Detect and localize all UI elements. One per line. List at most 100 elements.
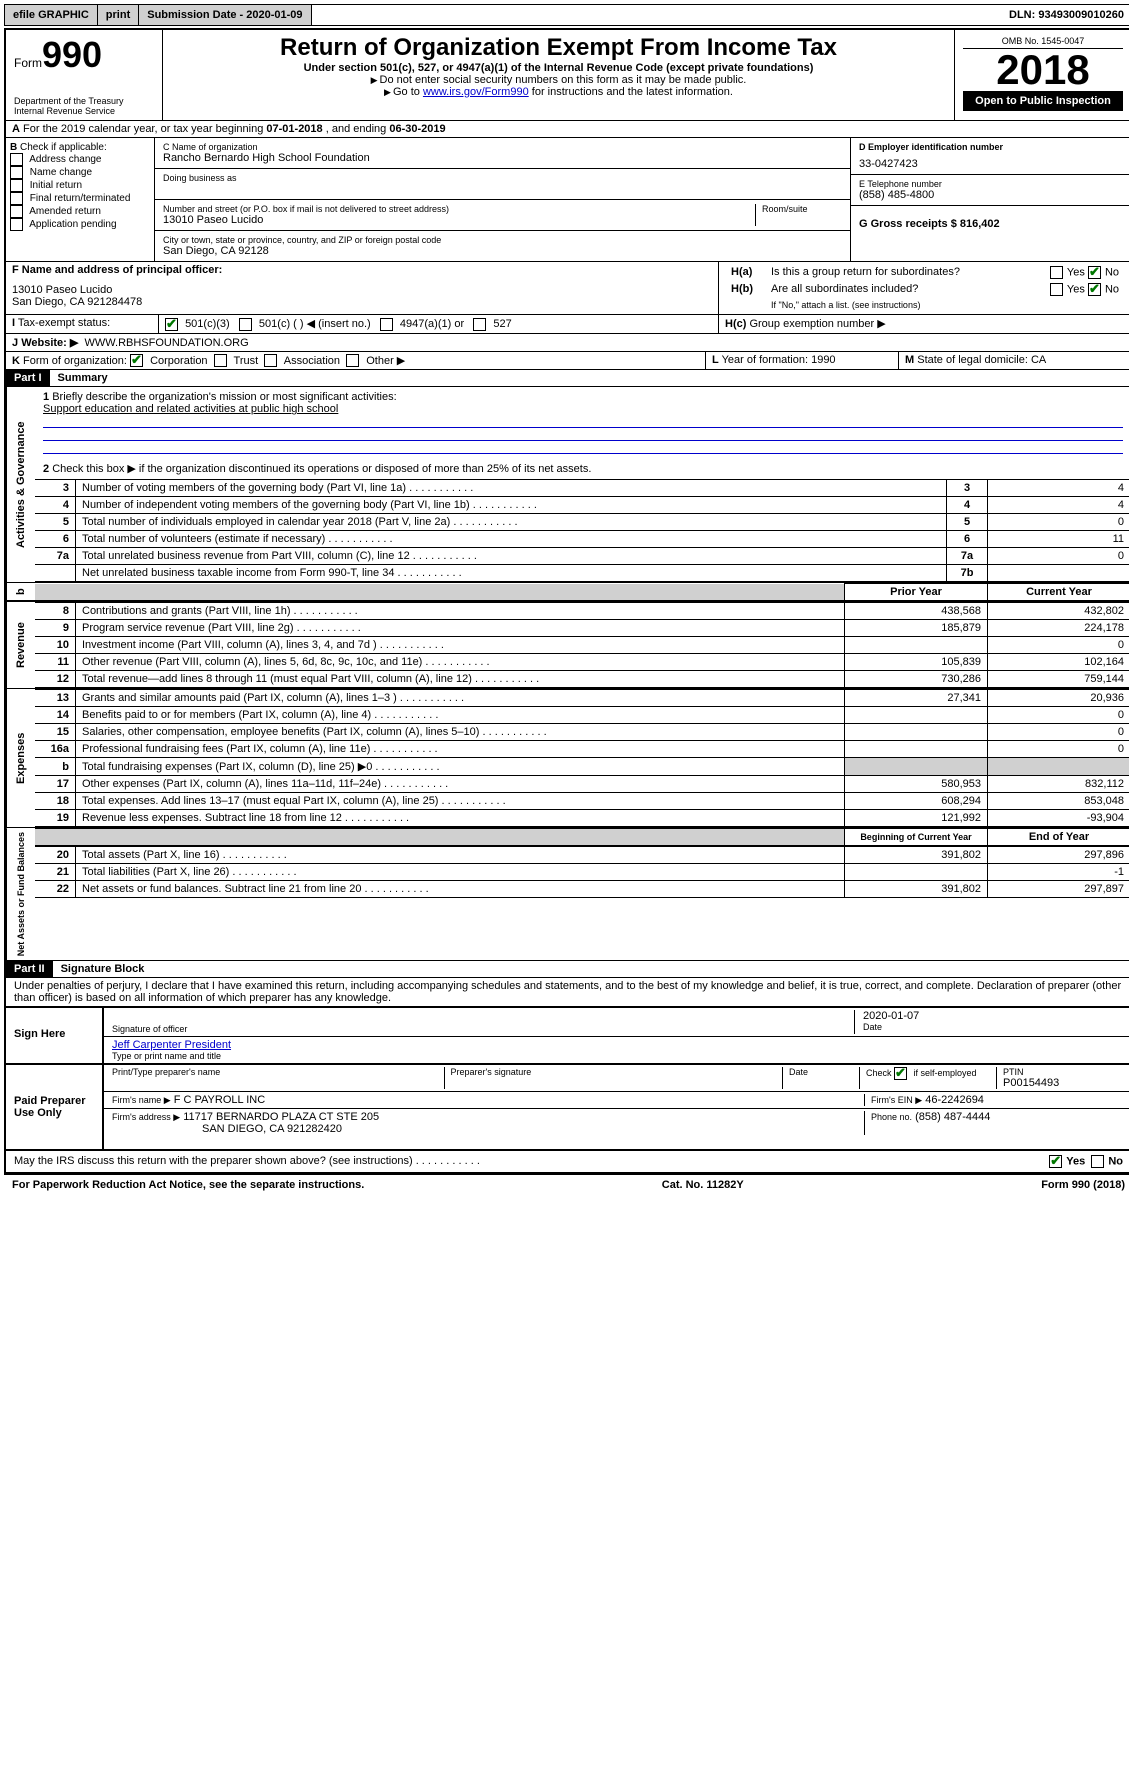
h-b-note: If "No," attach a list. (see instruction… xyxy=(725,298,1125,312)
ha-no-checkbox[interactable] xyxy=(1088,266,1101,279)
firm-addr2: SAN DIEGO, CA 921282420 xyxy=(112,1123,864,1135)
4947-checkbox[interactable] xyxy=(380,318,393,331)
line-a: A For the 2019 calendar year, or tax yea… xyxy=(6,121,1129,138)
prep-name-label: Print/Type preparer's name xyxy=(112,1067,444,1077)
print-button[interactable]: print xyxy=(98,5,139,25)
irs-link[interactable]: www.irs.gov/Form990 xyxy=(423,86,529,98)
governance-label: Activities & Governance xyxy=(6,387,35,582)
table-row: 20 Total assets (Part X, line 16) 391,80… xyxy=(35,847,1129,864)
table-row: 13 Grants and similar amounts paid (Part… xyxy=(35,690,1129,707)
table-row: 14 Benefits paid to or for members (Part… xyxy=(35,707,1129,724)
ha-yes-checkbox[interactable] xyxy=(1050,266,1063,279)
hb-no-checkbox[interactable] xyxy=(1088,283,1101,296)
table-row: 22 Net assets or fund balances. Subtract… xyxy=(35,881,1129,898)
table-row: 7a Total unrelated business revenue from… xyxy=(35,548,1129,565)
form-number-box: Form990 Department of the Treasury Inter… xyxy=(6,30,163,120)
b-checkbox[interactable] xyxy=(10,205,23,218)
ein-value: 33-0427423 xyxy=(859,152,1123,170)
h-b-label: Are all subordinates included? xyxy=(771,283,1050,296)
net-assets-label: Net Assets or Fund Balances xyxy=(6,828,35,960)
assoc-checkbox[interactable] xyxy=(264,354,277,367)
table-row: 4 Number of independent voting members o… xyxy=(35,497,1129,514)
prep-phone-label: Phone no. xyxy=(871,1112,912,1122)
table-row: b Total fundraising expenses (Part IX, c… xyxy=(35,758,1129,776)
note-goto-pre: Go to xyxy=(384,86,423,98)
discuss-label: May the IRS discuss this return with the… xyxy=(14,1155,1049,1168)
form-title: Return of Organization Exempt From Incom… xyxy=(171,34,946,62)
b-checkbox[interactable] xyxy=(10,179,23,192)
sign-here-label: Sign Here xyxy=(6,1008,104,1063)
b-checkbox[interactable] xyxy=(10,153,23,166)
part-i-header: Part I xyxy=(6,370,50,386)
section-f: F Name and address of principal officer:… xyxy=(6,262,719,314)
self-emp-label: Check xyxy=(866,1068,894,1078)
section-c: C Name of organization Rancho Bernardo H… xyxy=(155,138,851,261)
page-footer: For Paperwork Reduction Act Notice, see … xyxy=(4,1174,1129,1195)
firm-name: F C PAYROLL INC xyxy=(174,1094,265,1106)
typed-name-label: Type or print name and title xyxy=(112,1051,231,1061)
table-row: 5 Total number of individuals employed i… xyxy=(35,514,1129,531)
527-checkbox[interactable] xyxy=(473,318,486,331)
table-row: 16a Professional fundraising fees (Part … xyxy=(35,741,1129,758)
officer-typed-name[interactable]: Jeff Carpenter President xyxy=(112,1039,231,1051)
expenses-label: Expenses xyxy=(6,689,35,827)
dept-treasury: Department of the Treasury Internal Reve… xyxy=(14,96,154,116)
hb-yes-checkbox[interactable] xyxy=(1050,283,1063,296)
table-row: 6 Total number of volunteers (estimate i… xyxy=(35,531,1129,548)
table-row: 12 Total revenue—add lines 8 through 11 … xyxy=(35,671,1129,688)
other-checkbox[interactable] xyxy=(346,354,359,367)
h-a-label: Is this a group return for subordinates? xyxy=(771,266,1050,279)
officer-addr1: 13010 Paseo Lucido xyxy=(12,284,712,296)
q1-answer: Support education and related activities… xyxy=(43,403,338,415)
part-ii-title: Signature Block xyxy=(53,961,153,977)
org-name-label: C Name of organization xyxy=(163,142,842,152)
org-name: Rancho Bernardo High School Foundation xyxy=(163,152,842,164)
corp-checkbox[interactable] xyxy=(130,354,143,367)
table-row: 10 Investment income (Part VIII, column … xyxy=(35,637,1129,654)
prep-phone: (858) 487-4444 xyxy=(915,1111,990,1123)
prep-date-label: Date xyxy=(789,1067,859,1077)
paid-preparer-label: Paid Preparer Use Only xyxy=(6,1065,104,1149)
firm-ein-label: Firm's EIN ▶ xyxy=(871,1095,922,1105)
part-i-title: Summary xyxy=(50,370,116,386)
table-row: 15 Salaries, other compensation, employe… xyxy=(35,724,1129,741)
ptin-label: PTIN xyxy=(1003,1067,1123,1077)
firm-ein: 46-2242694 xyxy=(925,1094,984,1106)
table-row: 17 Other expenses (Part IX, column (A), … xyxy=(35,776,1129,793)
form-subtitle: Under section 501(c), 527, or 4947(a)(1)… xyxy=(171,62,946,74)
table-row: 19 Revenue less expenses. Subtract line … xyxy=(35,810,1129,827)
dba-label: Doing business as xyxy=(163,173,842,183)
b-checkbox[interactable] xyxy=(10,166,23,179)
firm-addr1: 11717 BERNARDO PLAZA CT STE 205 xyxy=(183,1111,379,1123)
dln: DLN: 93493009010260 xyxy=(1001,5,1129,25)
city-label: City or town, state or province, country… xyxy=(163,235,842,245)
note-ssn: Do not enter social security numbers on … xyxy=(171,74,946,86)
form-990: Form990 Department of the Treasury Inter… xyxy=(4,28,1129,1174)
revenue-label: Revenue xyxy=(6,602,35,688)
phone-label: E Telephone number xyxy=(859,179,1123,189)
501c3-checkbox[interactable] xyxy=(165,318,178,331)
tax-status-label: Tax-exempt status: xyxy=(18,317,110,329)
prior-year-header: Prior Year xyxy=(845,584,988,601)
gross-receipts-label: G Gross receipts $ 816,402 xyxy=(859,218,1000,230)
b-checkbox[interactable] xyxy=(10,192,23,205)
efile-button[interactable]: efile GRAPHIC xyxy=(5,5,98,25)
street-address: 13010 Paseo Lucido xyxy=(163,214,755,226)
city-state-zip: San Diego, CA 92128 xyxy=(163,245,842,257)
website-value: WWW.RBHSFOUNDATION.ORG xyxy=(84,337,248,349)
form-org-label: Form of organization: xyxy=(23,355,127,367)
discuss-no-checkbox[interactable] xyxy=(1091,1155,1104,1168)
trust-checkbox[interactable] xyxy=(214,354,227,367)
footer-mid: Cat. No. 11282Y xyxy=(662,1179,744,1191)
discuss-yes-checkbox[interactable] xyxy=(1049,1155,1062,1168)
b-checkbox[interactable] xyxy=(10,218,23,231)
state-domicile: CA xyxy=(1031,354,1046,366)
firm-name-label: Firm's name ▶ xyxy=(112,1095,171,1105)
addr-label: Number and street (or P.O. box if mail i… xyxy=(163,204,755,214)
prep-sig-label: Preparer's signature xyxy=(451,1067,783,1077)
footer-left: For Paperwork Reduction Act Notice, see … xyxy=(12,1179,364,1191)
501c-checkbox[interactable] xyxy=(239,318,252,331)
self-employed-checkbox[interactable] xyxy=(894,1067,907,1080)
table-row: 3 Number of voting members of the govern… xyxy=(35,480,1129,497)
submission-date: Submission Date - 2020-01-09 xyxy=(139,5,311,25)
